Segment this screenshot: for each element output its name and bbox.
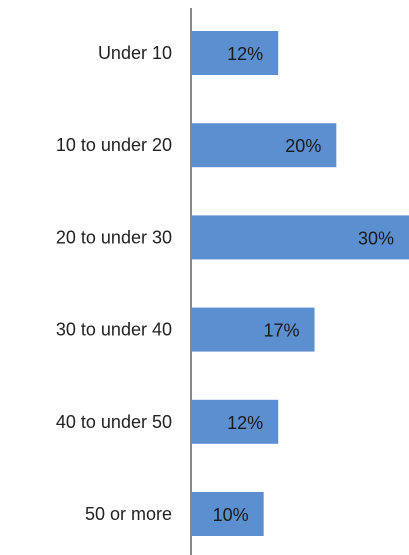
bar-3 — [191, 307, 315, 352]
value-label-1: 20% — [285, 136, 321, 156]
category-label-4: 40 to under 50 — [56, 412, 172, 432]
category-label-2: 20 to under 30 — [56, 227, 172, 247]
bar-2 — [191, 215, 409, 260]
bar-4 — [191, 399, 279, 444]
value-label-2: 30% — [358, 228, 394, 248]
value-label-5: 10% — [213, 505, 249, 525]
value-label-4: 12% — [227, 413, 263, 433]
bars-group — [191, 31, 409, 536]
bar-0 — [191, 31, 279, 75]
labels-group: Under 10 12% 10 to under 20 20% 20 to under … — [56, 43, 394, 525]
value-label-0: 12% — [227, 44, 263, 64]
category-label-3: 30 to under 40 — [56, 320, 172, 340]
bar-5 — [191, 492, 264, 536]
category-label-1: 10 to under 20 — [56, 135, 172, 155]
value-label-3: 17% — [264, 321, 300, 341]
category-label-0: Under 10 — [98, 43, 172, 63]
bar-1 — [191, 123, 337, 168]
category-label-5: 50 or more — [85, 504, 172, 524]
